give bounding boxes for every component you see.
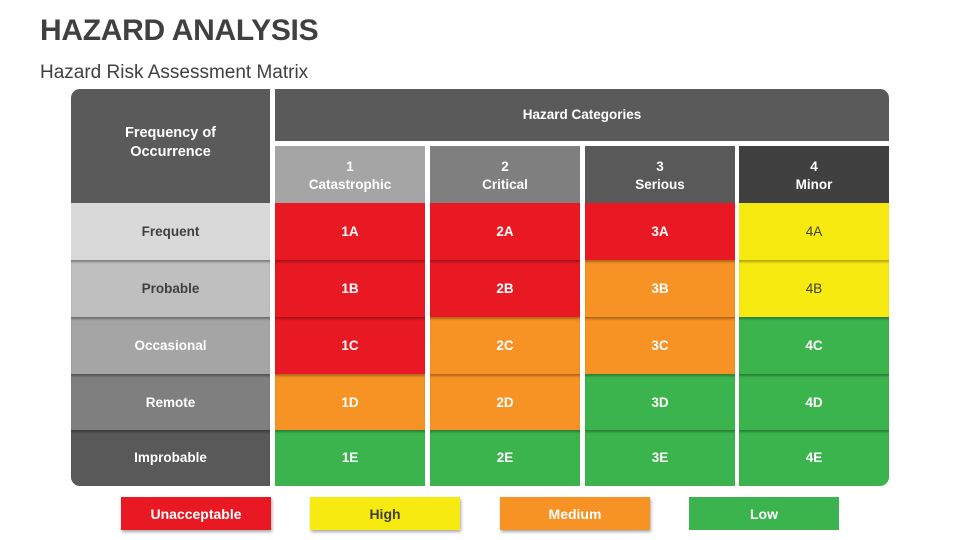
row-label-frequent: Frequent [71,203,270,260]
risk-cell-4d: 4D [739,374,889,431]
page-title: HAZARD ANALYSIS [40,14,319,47]
row-label-remote: Remote [71,374,270,431]
risk-cell-2a: 2A [430,203,580,260]
risk-cell-3e: 3E [585,430,735,486]
risk-cell-4e: 4E [739,430,889,486]
risk-cell-2e: 2E [430,430,580,486]
category-name: Catastrophic [308,176,392,192]
frequency-header: Frequency of Occurrence [71,89,270,203]
category-number: 3 [656,158,664,174]
category-header-4: 4 Minor [739,146,889,203]
category-number: 2 [501,158,509,174]
risk-cell-4b: 4B [739,260,889,317]
risk-cell-3b: 3B [585,260,735,317]
risk-cell-1a: 1A [275,203,425,260]
legend-high: High [310,497,460,530]
row-label-occasional: Occasional [71,317,270,374]
risk-cell-3c: 3C [585,317,735,374]
legend-low: Low [689,497,839,530]
hazard-categories-header: Hazard Categories [275,89,889,141]
category-name: Serious [635,176,685,192]
risk-cell-4c: 4C [739,317,889,374]
row-label-probable: Probable [71,260,270,317]
legend-unacceptable: Unacceptable [121,497,271,530]
risk-cell-3d: 3D [585,374,735,431]
category-header-3: 3 Serious [585,146,735,203]
risk-cell-3a: 3A [585,203,735,260]
risk-cell-2b: 2B [430,260,580,317]
risk-cell-1d: 1D [275,374,425,431]
category-name: Minor [795,176,833,192]
category-header-1: 1 Catastrophic [275,146,425,203]
risk-cell-1b: 1B [275,260,425,317]
category-header-2: 2 Critical [430,146,580,203]
category-number: 4 [810,158,818,174]
risk-cell-1c: 1C [275,317,425,374]
risk-cell-1e: 1E [275,430,425,486]
category-name: Critical [482,176,528,192]
row-label-improbable: Improbable [71,430,270,486]
risk-cell-4a: 4A [739,203,889,260]
category-number: 1 [346,158,354,174]
risk-cell-2c: 2C [430,317,580,374]
legend-medium: Medium [500,497,650,530]
risk-cell-2d: 2D [430,374,580,431]
page-subtitle: Hazard Risk Assessment Matrix [40,62,309,83]
